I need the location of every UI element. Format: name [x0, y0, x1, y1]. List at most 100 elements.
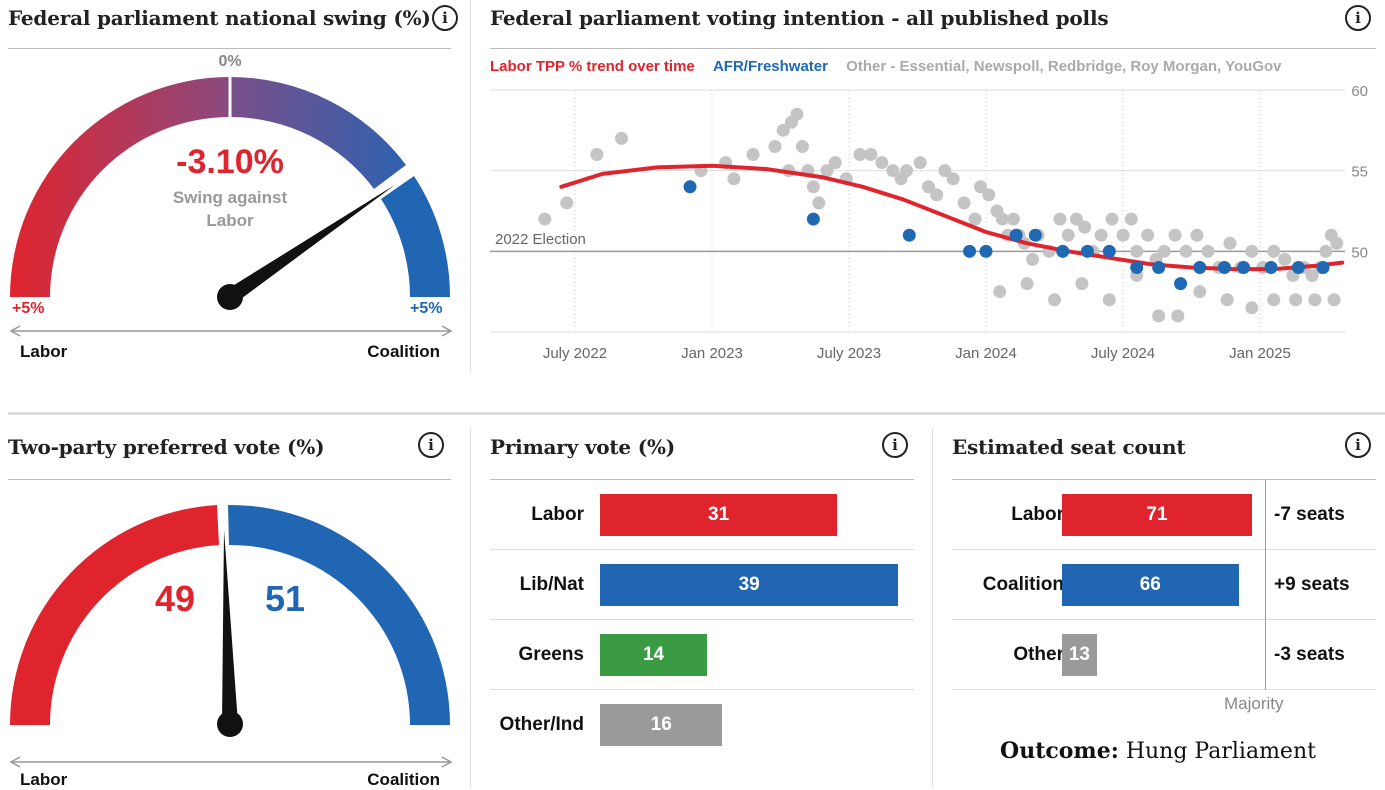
- poll-point: [812, 196, 826, 210]
- election-label: 2022 Election: [495, 231, 586, 248]
- poll-point: [727, 172, 741, 186]
- afr-point: [1193, 260, 1207, 274]
- info-icon[interactable]: i: [882, 432, 908, 458]
- swing-axis-labor: Labor: [20, 342, 68, 361]
- legend-trend: Labor TPP % trend over time: [490, 58, 695, 75]
- x-tick-label: July 2022: [543, 345, 607, 362]
- info-icon[interactable]: i: [418, 432, 444, 458]
- info-icon[interactable]: i: [1345, 5, 1371, 31]
- x-tick-label: Jan 2024: [955, 345, 1017, 362]
- poll-point: [946, 172, 960, 186]
- poll-point: [790, 107, 804, 121]
- tpp-title-rule: [8, 479, 451, 480]
- primary-bar-greens: 14: [600, 634, 708, 676]
- seat-change: +9 seats: [1274, 573, 1350, 595]
- poll-point: [1020, 277, 1034, 291]
- poll-point: [1026, 252, 1040, 266]
- swing-arc-coalition: [381, 176, 451, 297]
- poll-point: [1053, 212, 1067, 226]
- info-icon[interactable]: i: [1345, 432, 1371, 458]
- seat-bar-coalition: 66: [1062, 564, 1239, 606]
- primary-title-rule: [490, 479, 914, 480]
- poll-point: [560, 196, 574, 210]
- poll-point: [1308, 293, 1322, 307]
- legend-other: Other - Essential, Newspoll, Redbridge, …: [846, 58, 1282, 75]
- afr-point: [1056, 244, 1070, 258]
- seats-title-rule: [952, 479, 1376, 480]
- poll-chart: 50 55 60 July 2022 Jan 2023 July 2023 Jan 2024…: [490, 83, 1368, 362]
- poll-point: [913, 156, 927, 170]
- outcome: Outcome: Hung Parliament: [952, 738, 1364, 764]
- poll-point: [1061, 228, 1075, 242]
- seat-row: Labor 71 -7 seats: [952, 480, 1376, 550]
- afr-point: [1174, 277, 1188, 291]
- afr-point: [963, 244, 977, 258]
- swing-caption: Swing against Labor: [130, 186, 330, 232]
- poll-point: [921, 180, 935, 194]
- afr-point: [806, 212, 820, 226]
- polls-title: Federal parliament voting intention - al…: [490, 6, 1109, 30]
- poll-point: [1094, 228, 1108, 242]
- seat-label: Labor: [1011, 503, 1064, 525]
- poll-point: [957, 196, 971, 210]
- primary-row: Lib/Nat 39: [490, 550, 914, 620]
- seat-label: Coalition: [982, 573, 1064, 595]
- swing-needle: [217, 184, 396, 310]
- legend-afr: AFR/Freshwater: [712, 58, 828, 75]
- outcome-label: Outcome:: [1000, 738, 1119, 764]
- poll-point: [864, 148, 878, 162]
- primary-row: Other/Ind 16: [490, 690, 914, 760]
- poll-point: [1223, 236, 1237, 250]
- afr-point: [1237, 260, 1251, 274]
- poll-point: [1075, 277, 1089, 291]
- y-tick-label: 60: [1351, 83, 1368, 100]
- poll-point: [1152, 309, 1166, 323]
- poll-point: [820, 164, 834, 178]
- poll-point: [1006, 212, 1020, 226]
- info-icon[interactable]: i: [432, 5, 458, 31]
- poll-point: [900, 164, 914, 178]
- poll-point: [1171, 309, 1185, 323]
- afr-point: [1217, 260, 1231, 274]
- poll-point: [746, 148, 760, 162]
- poll-point: [1141, 228, 1155, 242]
- primary-title: Primary vote (%): [490, 435, 676, 459]
- x-tick-label: Jan 2025: [1229, 345, 1291, 362]
- tpp-gauge: [9, 504, 450, 737]
- tpp-coalition-value: 51: [264, 578, 306, 619]
- swing-arc-labor: [10, 77, 230, 297]
- seat-change: -3 seats: [1274, 643, 1345, 665]
- primary-bar-labor: 31: [600, 494, 838, 536]
- poll-point: [993, 285, 1007, 299]
- swing-axis-arrow: [9, 325, 453, 337]
- primary-row: Labor 31: [490, 480, 914, 550]
- tpp-title: Two-party preferred vote (%): [8, 435, 325, 459]
- swing-caption-line2: Labor: [206, 211, 254, 230]
- divider: [470, 0, 471, 372]
- divider: [470, 428, 471, 788]
- majority-label: Majority: [1224, 694, 1284, 713]
- y-tick-label: 55: [1351, 164, 1368, 181]
- poll-point: [806, 180, 820, 194]
- afr-point: [1028, 228, 1042, 242]
- poll-point: [1130, 244, 1144, 258]
- poll-point: [982, 188, 996, 202]
- seat-row: Other 13 -3 seats: [952, 620, 1376, 690]
- afr-point: [1130, 260, 1144, 274]
- outcome-value: Hung Parliament: [1125, 739, 1316, 764]
- swing-right-scale: +5%: [410, 300, 443, 317]
- poll-point: [795, 139, 809, 153]
- poll-point: [1168, 228, 1182, 242]
- poll-point: [1048, 293, 1062, 307]
- poll-point: [930, 188, 944, 202]
- primary-row: Greens 14: [490, 620, 914, 690]
- poll-point: [1245, 301, 1259, 315]
- poll-point: [538, 212, 552, 226]
- poll-point: [1069, 212, 1083, 226]
- tpp-axis-labor: Labor: [20, 770, 68, 789]
- poll-point: [828, 156, 842, 170]
- poll-point: [1327, 293, 1341, 307]
- poll-point: [974, 180, 988, 194]
- y-tick-label: 50: [1351, 244, 1368, 261]
- primary-label: Lib/Nat: [519, 573, 584, 595]
